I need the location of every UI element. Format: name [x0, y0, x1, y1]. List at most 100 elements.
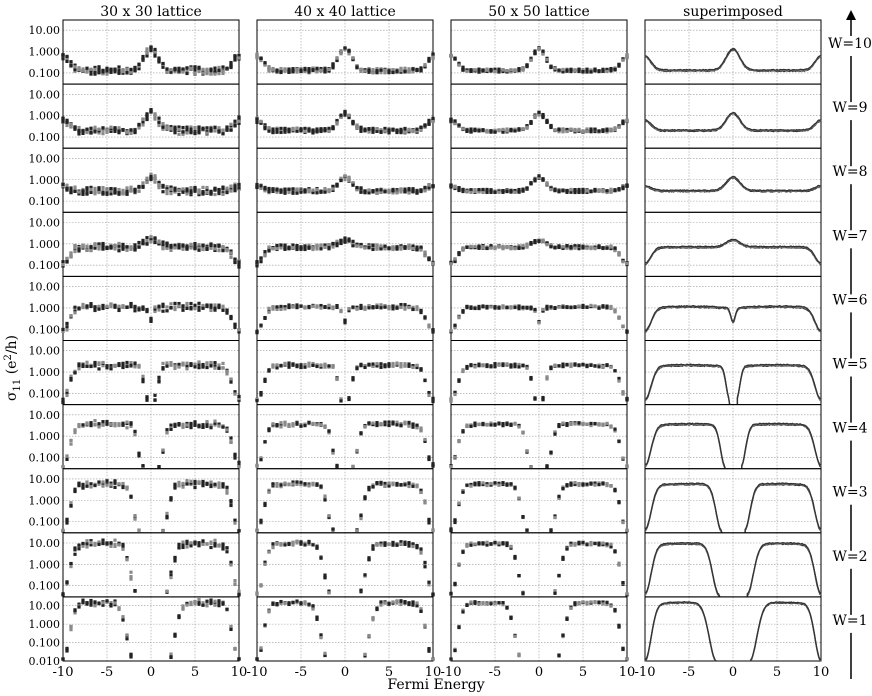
data-point — [109, 187, 113, 191]
data-point — [217, 191, 221, 196]
data-point — [237, 396, 241, 401]
data-point — [577, 67, 581, 71]
data-point — [577, 69, 581, 74]
data-point — [101, 190, 105, 195]
data-point — [259, 56, 263, 60]
data-point — [113, 363, 117, 368]
data-point — [85, 69, 89, 73]
data-point — [407, 127, 411, 131]
data-point — [73, 311, 77, 315]
data-point — [283, 244, 287, 248]
data-point — [263, 440, 267, 444]
data-point — [497, 481, 501, 485]
data-point — [585, 129, 589, 134]
data-point — [295, 129, 299, 133]
data-point — [323, 498, 327, 502]
data-point — [613, 488, 617, 493]
data-point — [513, 247, 517, 251]
data-point — [217, 243, 221, 247]
data-point — [343, 319, 347, 323]
data-point — [411, 365, 415, 369]
data-point — [125, 555, 129, 560]
data-point — [609, 67, 613, 71]
data-point — [237, 529, 241, 533]
data-point — [617, 125, 621, 129]
data-point — [93, 186, 97, 190]
data-point — [399, 69, 403, 73]
series-line — [644, 175, 822, 192]
data-point — [97, 131, 101, 135]
data-point — [193, 129, 197, 133]
data-point — [77, 129, 81, 133]
data-point — [287, 483, 291, 487]
data-point — [165, 361, 169, 365]
data-point — [577, 244, 581, 248]
data-point — [363, 129, 367, 133]
data-point — [133, 128, 137, 132]
data-point — [169, 362, 173, 367]
data-point — [97, 304, 101, 308]
data-point — [121, 542, 125, 546]
data-point — [229, 377, 233, 381]
data-point — [85, 539, 89, 543]
data-point — [419, 551, 423, 555]
data-point — [469, 190, 473, 195]
data-point — [93, 305, 97, 310]
data-point — [497, 541, 501, 545]
data-point — [221, 185, 225, 189]
data-point — [217, 304, 221, 308]
data-point — [427, 257, 431, 261]
data-point — [189, 127, 193, 131]
data-point — [525, 449, 529, 453]
data-point — [189, 193, 193, 197]
data-point — [509, 365, 513, 369]
data-point — [153, 398, 157, 402]
data-point — [391, 420, 395, 424]
data-point — [283, 423, 287, 427]
data-point — [81, 67, 85, 71]
panel-title-3: 50 x 50 lattice — [488, 4, 590, 20]
data-point — [427, 122, 431, 126]
data-point — [323, 362, 327, 366]
data-point — [141, 307, 145, 311]
data-point — [363, 69, 367, 73]
data-point — [533, 114, 537, 118]
data-point — [113, 479, 117, 483]
data-point — [185, 189, 189, 193]
data-point — [291, 69, 295, 74]
data-point — [545, 58, 549, 62]
data-point — [73, 125, 77, 129]
data-point — [601, 364, 605, 369]
data-point — [229, 60, 233, 65]
data-point — [165, 514, 169, 519]
data-point — [327, 129, 331, 133]
data-point — [237, 121, 241, 126]
data-point — [569, 69, 573, 74]
data-point — [295, 67, 299, 71]
data-point — [461, 490, 465, 494]
data-point — [209, 303, 213, 307]
data-point — [165, 125, 169, 129]
data-point — [173, 70, 177, 74]
data-point — [367, 130, 371, 134]
data-point — [137, 125, 141, 129]
data-point — [303, 127, 307, 131]
data-point — [431, 330, 435, 334]
data-point — [89, 131, 93, 135]
data-point — [407, 362, 411, 366]
data-point — [117, 128, 121, 132]
data-point — [161, 304, 165, 309]
data-point — [419, 488, 423, 492]
data-point — [65, 121, 69, 125]
panel-4-row-9 — [644, 532, 822, 598]
data-point — [85, 484, 89, 488]
data-point — [267, 310, 271, 314]
data-point — [395, 543, 399, 547]
data-point — [449, 117, 453, 122]
data-point — [117, 363, 121, 367]
data-point — [109, 67, 113, 71]
data-point — [521, 127, 525, 131]
data-point — [109, 367, 113, 371]
data-point — [73, 127, 77, 131]
data-point — [77, 424, 81, 429]
